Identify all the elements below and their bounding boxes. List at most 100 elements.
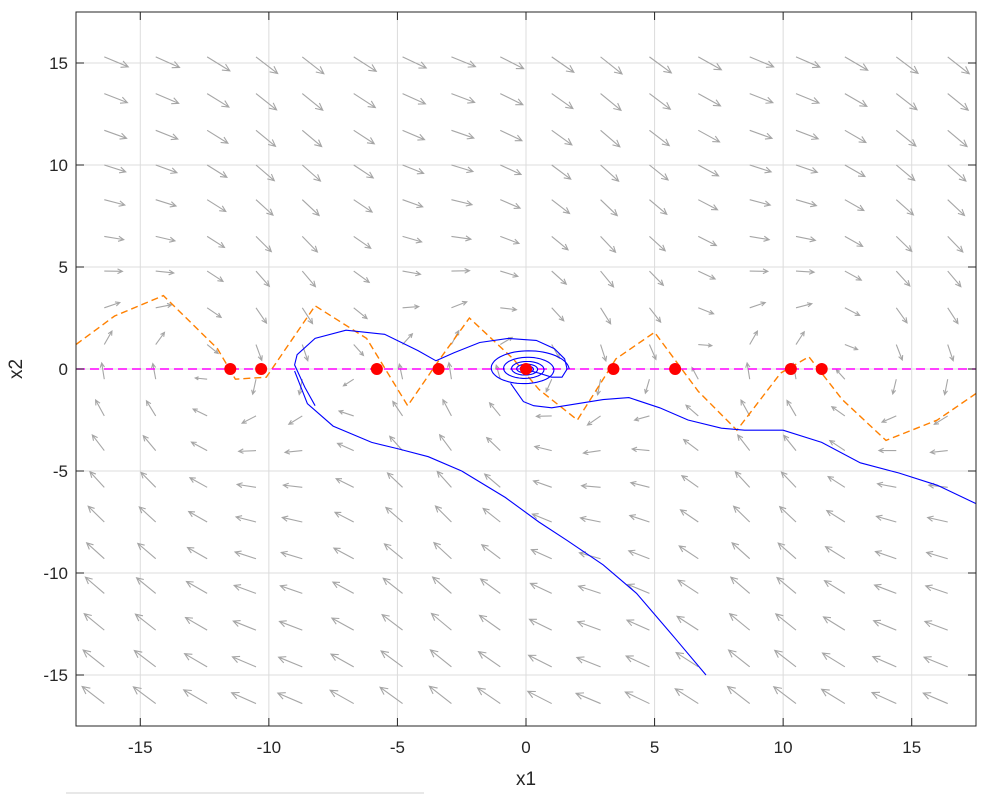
quiver-arrow xyxy=(782,434,797,451)
quiver-arrow xyxy=(255,199,274,216)
quiver-arrow xyxy=(451,235,473,242)
quiver-arrow xyxy=(84,576,105,594)
quiver-arrow xyxy=(844,93,868,108)
quiver-arrow xyxy=(580,483,601,490)
quiver-arrow xyxy=(828,439,846,452)
quiver-arrow xyxy=(133,649,157,668)
quiver-arrow xyxy=(947,199,966,217)
quiver-arrow xyxy=(185,580,208,594)
quiver-arrow xyxy=(494,363,501,380)
quiver-arrow xyxy=(527,654,552,668)
quiver-arrow xyxy=(830,405,846,417)
quiver-arrow xyxy=(844,199,865,212)
quiver-arrow xyxy=(255,344,263,362)
quiver-arrow xyxy=(698,270,717,280)
quiver-arrow xyxy=(876,481,897,488)
quiver-arrow xyxy=(947,129,969,148)
quiver-arrow xyxy=(155,164,179,174)
quiver-arrow xyxy=(535,413,552,419)
quiver-arrow xyxy=(206,199,227,213)
quiver-arrow xyxy=(600,199,619,217)
quiver-arrow xyxy=(551,164,572,180)
quiver-arrow xyxy=(600,270,615,288)
equilibrium-point xyxy=(224,363,237,375)
quiver-arrow xyxy=(383,543,403,560)
quiver-arrow xyxy=(188,477,208,488)
quiver-arrow xyxy=(103,329,113,345)
quiver-arrow xyxy=(624,655,650,668)
quiver-arrow xyxy=(402,235,423,244)
quiver-arrow xyxy=(624,691,650,705)
quiver-arrow xyxy=(104,164,127,174)
quiver-arrow xyxy=(301,164,322,182)
quiver-arrow xyxy=(551,56,575,73)
quiver-arrow xyxy=(749,301,767,309)
quiver-arrow xyxy=(281,515,303,523)
quiver-arrow xyxy=(353,270,371,284)
quiver-arrow xyxy=(353,93,377,109)
quiver-arrow xyxy=(155,235,177,243)
equilibrium-point xyxy=(669,363,682,375)
quiver-arrow xyxy=(392,400,404,417)
quiver-arrow xyxy=(773,649,797,668)
quiver-arrow xyxy=(895,129,917,147)
quiver-arrow xyxy=(301,270,317,288)
y-tick-label: 15 xyxy=(49,54,68,73)
quiver-arrow xyxy=(333,511,354,523)
y-tick-label: 10 xyxy=(49,156,68,175)
quiver-arrow xyxy=(382,577,403,594)
quiver-arrow xyxy=(145,399,157,417)
quiver-arrow xyxy=(488,401,501,417)
quiver-arrow xyxy=(786,399,797,417)
quiver-arrow xyxy=(530,548,552,560)
quiver-arrow xyxy=(255,56,279,75)
quiver-arrow xyxy=(206,344,220,355)
quiver-arrow xyxy=(283,449,303,455)
quiver-arrow xyxy=(926,515,948,523)
quiver-arrow xyxy=(191,408,208,417)
quiver-arrow xyxy=(82,649,105,668)
quiver-arrow xyxy=(329,653,354,668)
quiver-arrow xyxy=(255,236,273,253)
quiver-arrow xyxy=(676,615,699,631)
equilibrium-point xyxy=(607,363,620,375)
quiver-arrow xyxy=(183,653,208,668)
quiver-arrow xyxy=(251,379,257,396)
quiver-arrow xyxy=(929,449,948,455)
quiver-arrow xyxy=(532,479,552,488)
quiver-arrow xyxy=(698,93,722,107)
quiver-arrow xyxy=(337,409,354,417)
quiver-arrow xyxy=(353,199,374,213)
quiver-arrow xyxy=(332,547,354,560)
quiver-arrow xyxy=(922,656,948,668)
quiver-arrow xyxy=(576,620,601,631)
quiver-arrow xyxy=(795,164,819,174)
quiver-arrow xyxy=(698,164,720,177)
quiver-arrow xyxy=(155,93,180,105)
quiver-arrow xyxy=(353,307,369,320)
quiver-arrow xyxy=(255,164,276,182)
quiver-arrow xyxy=(578,551,601,560)
quiver-arrow xyxy=(301,199,321,217)
quiver-arrow xyxy=(187,510,208,523)
quiver-arrow xyxy=(795,330,805,345)
quiver-arrow xyxy=(835,368,846,380)
quiver-arrow xyxy=(402,56,428,69)
quiver-arrow xyxy=(600,129,621,148)
quiver-arrow xyxy=(844,129,867,144)
quiver-arrow xyxy=(749,129,774,140)
quiver-arrow xyxy=(844,307,861,317)
quiver-arrow xyxy=(698,235,718,247)
quiver-arrow xyxy=(155,199,178,208)
quiver-arrow xyxy=(895,164,916,182)
quiver-arrow xyxy=(600,307,612,325)
quiver-arrow xyxy=(142,434,157,451)
quiver-arrow xyxy=(255,270,271,288)
quiver-arrow xyxy=(104,268,124,275)
quiver-arrow xyxy=(633,415,650,422)
quiver-arrow xyxy=(821,652,846,668)
quiver-arrow xyxy=(500,235,521,245)
quiver-arrow xyxy=(301,93,324,111)
quiver-arrow xyxy=(924,584,948,594)
